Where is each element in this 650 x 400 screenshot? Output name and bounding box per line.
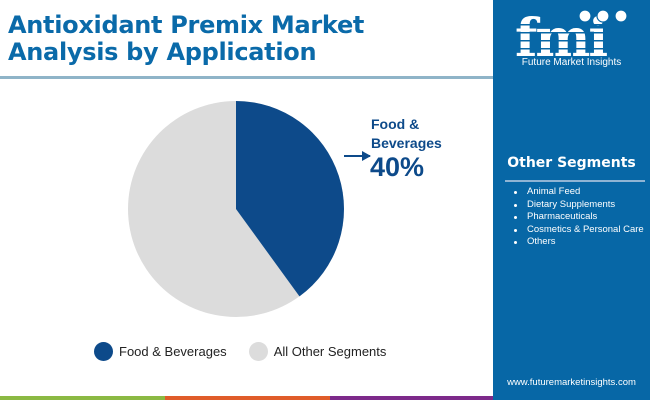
pie-chart: [120, 93, 352, 325]
other-segments-heading: Other Segments: [507, 155, 636, 171]
bottom-bar-orange: [165, 396, 330, 400]
svg-text:fmi: fmi: [515, 8, 607, 62]
arrow-right-icon: [362, 151, 371, 161]
chart-legend: Food & Beverages All Other Segments: [94, 342, 408, 361]
other-segments-list: Animal Feed Dietary Supplements Pharmace…: [511, 186, 646, 249]
sidebar-panel: fmi Future Market Insights Other Segment…: [493, 0, 650, 400]
bottom-bar-purple: [330, 396, 493, 400]
segment-item: Animal Feed: [511, 186, 646, 199]
segment-item: Others: [511, 236, 646, 249]
legend-item-all-other-segments: All Other Segments: [248, 342, 387, 361]
fmi-logo: fmi: [511, 6, 635, 72]
title-divider: [0, 76, 493, 79]
legend-item-food-beverages: Food & Beverages: [94, 342, 227, 361]
title-line-1: Antioxidant Premix Market: [8, 11, 365, 39]
pie-slice-food-beverages: [236, 101, 344, 297]
callout-line: [344, 155, 370, 157]
segment-item: Dietary Supplements: [511, 199, 646, 212]
legend-label: All Other Segments: [273, 344, 387, 359]
segment-item: Cosmetics & Personal Care: [511, 224, 646, 237]
callout-value: 40%: [370, 152, 425, 182]
legend-swatch-icon: [248, 342, 268, 361]
website-link[interactable]: www.futuremarketinsights.com: [507, 377, 636, 388]
bottom-bar-green: [0, 396, 165, 400]
segment-item: Pharmaceuticals: [511, 211, 646, 224]
sidebar-divider: [505, 180, 645, 182]
page-title: Antioxidant Premix Market Analysis by Ap…: [8, 12, 488, 66]
logo-caption: Future Market Insights: [521, 57, 622, 68]
legend-label: Food & Beverages: [119, 344, 227, 359]
title-line-2: Analysis by Application: [8, 38, 317, 66]
legend-swatch-icon: [94, 342, 113, 361]
callout-label: Food & Beverages: [371, 116, 442, 151]
